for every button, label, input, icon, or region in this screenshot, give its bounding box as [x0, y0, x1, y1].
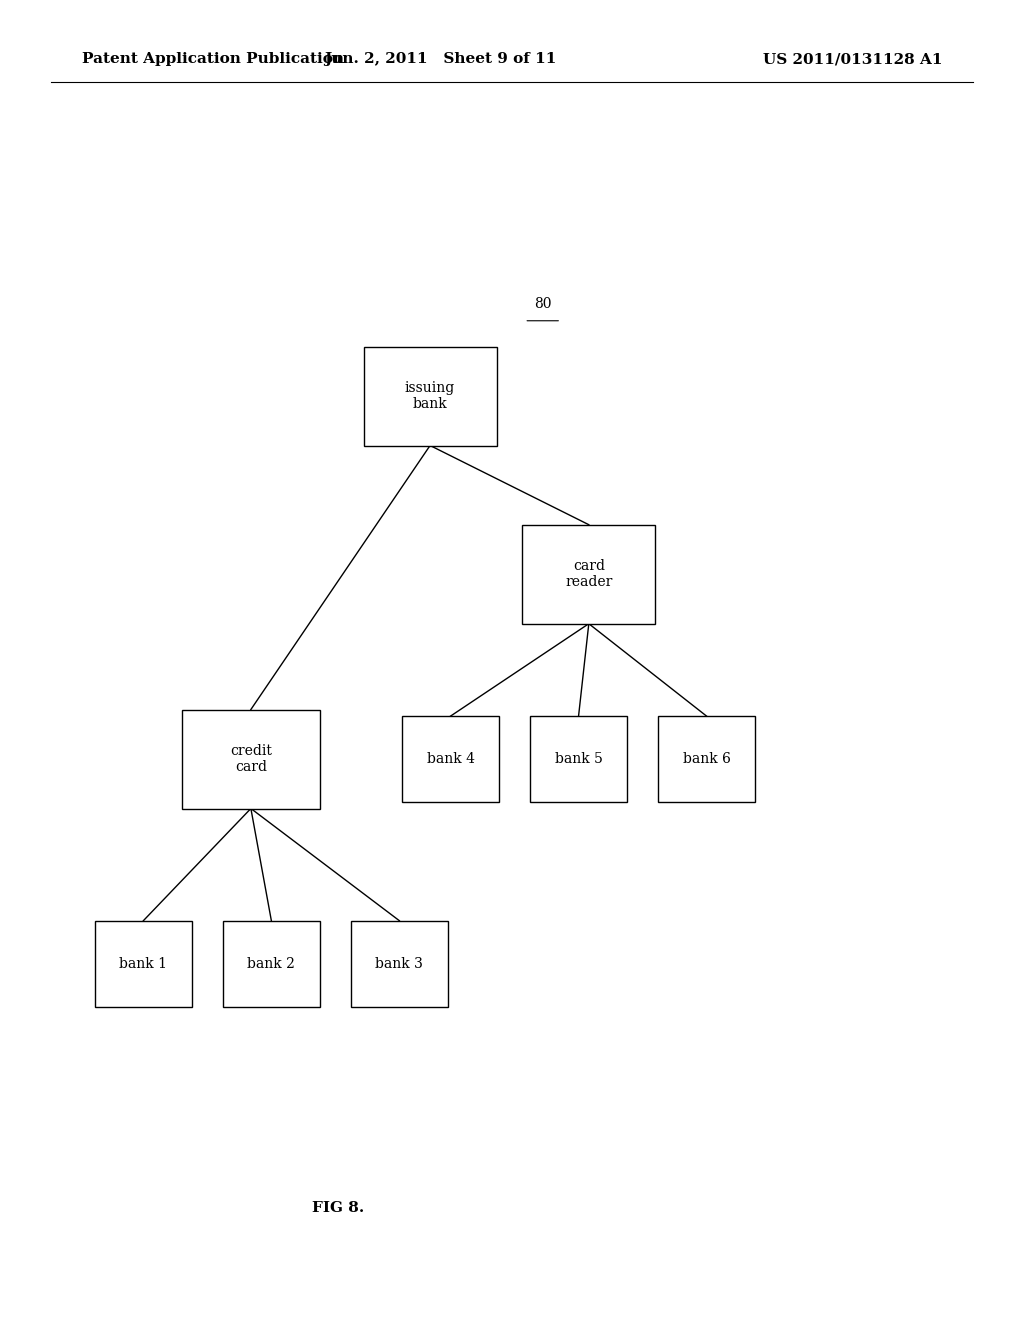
FancyBboxPatch shape — [364, 347, 497, 446]
Text: US 2011/0131128 A1: US 2011/0131128 A1 — [763, 53, 942, 66]
FancyBboxPatch shape — [401, 715, 500, 803]
Text: bank 6: bank 6 — [683, 752, 730, 766]
Text: issuing
bank: issuing bank — [404, 381, 456, 411]
FancyBboxPatch shape — [522, 525, 655, 624]
FancyBboxPatch shape — [95, 921, 193, 1006]
Text: bank 2: bank 2 — [248, 957, 295, 970]
Text: bank 3: bank 3 — [376, 957, 423, 970]
Text: bank 5: bank 5 — [555, 752, 602, 766]
Text: FIG 8.: FIG 8. — [311, 1201, 365, 1214]
FancyBboxPatch shape — [350, 921, 449, 1006]
Text: 80: 80 — [534, 297, 552, 310]
FancyBboxPatch shape — [530, 715, 627, 803]
Text: Patent Application Publication: Patent Application Publication — [82, 53, 344, 66]
Text: credit
card: credit card — [230, 744, 271, 774]
FancyBboxPatch shape — [182, 710, 319, 808]
Text: bank 1: bank 1 — [120, 957, 167, 970]
Text: bank 4: bank 4 — [427, 752, 474, 766]
FancyBboxPatch shape — [657, 715, 755, 803]
FancyBboxPatch shape — [223, 921, 319, 1006]
Text: Jun. 2, 2011   Sheet 9 of 11: Jun. 2, 2011 Sheet 9 of 11 — [325, 53, 556, 66]
Text: card
reader: card reader — [565, 560, 612, 589]
